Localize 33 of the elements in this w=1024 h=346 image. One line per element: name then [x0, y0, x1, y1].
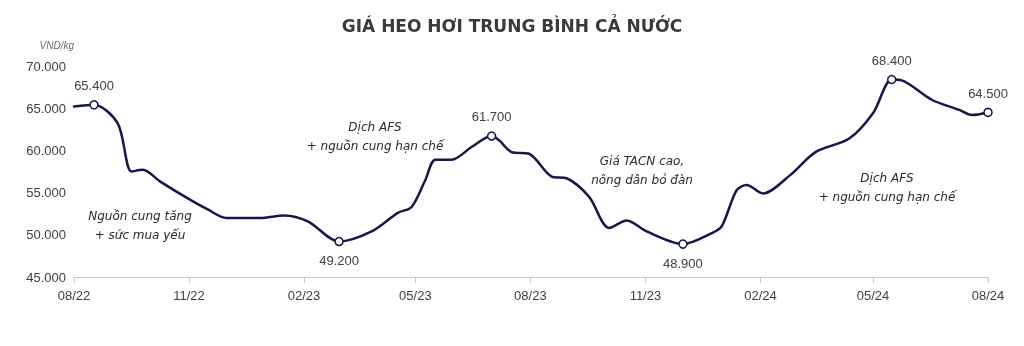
annotation: Dịch AFS + nguồn cung hạn chế [306, 119, 445, 153]
data-label: 68.400 [871, 52, 912, 68]
point [983, 107, 993, 118]
point [89, 100, 99, 110]
annotation: Nguồn cung tăng + sức mua yếu [88, 208, 193, 242]
annotation: Dịch AFS + nguồn cung hạn chế [818, 170, 957, 204]
x-tick-label: 08/24 [971, 288, 1005, 303]
data-label: 61.700 [471, 109, 512, 125]
x-tick-label: 08/22 [57, 288, 91, 303]
data-label: 49.200 [319, 253, 359, 269]
chart-title: GIÁ HEO HƠI TRUNG BÌNH CẢ NƯỚC [341, 13, 683, 36]
x-tick-label: 02/24 [744, 288, 777, 303]
data-label: 64.500 [968, 85, 1008, 101]
x-tick-label: 05/23 [399, 288, 432, 303]
annotation: Giá TACN cao, nông dân bỏ đàn [591, 153, 693, 187]
x-tick-label: 05/24 [856, 288, 890, 303]
y-tick-label: 45.000 [26, 269, 66, 285]
y-axis-title: VND/kg [39, 39, 75, 51]
y-tick-label: 65.000 [26, 100, 66, 116]
x-tick-label: 08/23 [514, 288, 547, 303]
y-tick-label: 50.000 [26, 227, 66, 243]
point [334, 236, 344, 247]
point [486, 131, 497, 141]
data-label: 48.900 [663, 255, 703, 271]
data-label: 65.400 [74, 78, 114, 94]
y-tick-label: 60.000 [26, 142, 66, 158]
x-tick-label: 11/22 [173, 288, 205, 303]
y-tick-label: 55.000 [26, 185, 66, 201]
x-tick-label: 02/23 [287, 288, 321, 303]
point [678, 239, 688, 249]
x-tick-label: 11/23 [629, 288, 662, 303]
y-tick-label: 70.000 [26, 58, 66, 74]
point [886, 74, 897, 85]
